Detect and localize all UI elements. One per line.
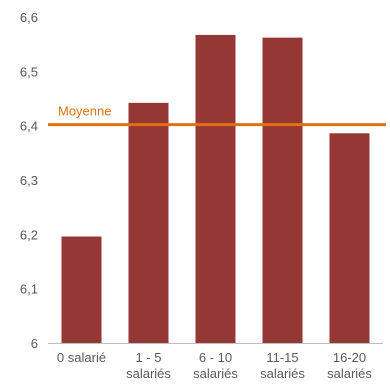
bar: [61, 236, 102, 343]
x-axis: 0 salarié 1 - 5 salariés 6 - 10 salariés 11-1…: [57, 350, 372, 381]
x-tick-label: 16-20 salariés: [327, 350, 372, 381]
y-tick-label: 6,3: [20, 173, 38, 188]
y-tick-label: 6: [31, 336, 38, 351]
y-tick-label: 6,1: [20, 282, 38, 297]
bar: [128, 102, 169, 343]
x-tick-label: 0 salarié: [57, 350, 106, 365]
x-tick-label: 11-15 salariés: [260, 350, 305, 381]
bar: [262, 37, 303, 343]
x-tick-label: 1 - 5 salariés: [126, 350, 171, 381]
y-axis: 6 6,1 6,2 6,3 6,4 6,5 6,6: [20, 10, 38, 351]
y-tick-label: 6,5: [20, 64, 38, 79]
bar: [195, 34, 236, 344]
y-tick-label: 6,6: [20, 10, 38, 25]
x-tick-label: 6 - 10 salariés: [193, 350, 238, 381]
average-reference-label: Moyenne: [58, 104, 111, 119]
y-tick-label: 6,2: [20, 227, 38, 242]
bar: [329, 133, 370, 343]
bars-group: [61, 34, 370, 344]
y-tick-label: 6,4: [20, 119, 38, 134]
